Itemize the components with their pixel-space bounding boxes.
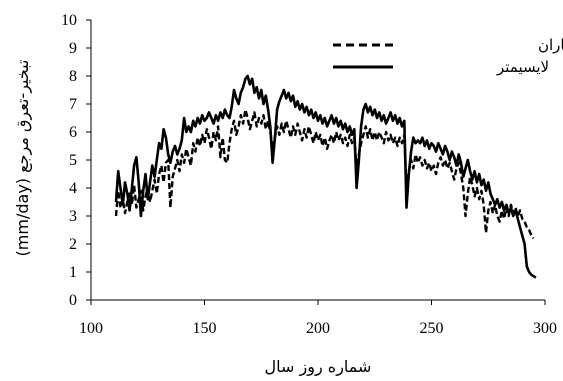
x-tick-label: 100 <box>79 320 103 337</box>
y-tick-label: 8 <box>69 68 77 85</box>
x-axis-ticks: 100 150 200 250 300 <box>79 300 557 337</box>
legend-label-analdel: آناندل و همکاران <box>538 36 563 54</box>
x-tick-label: 300 <box>533 320 557 337</box>
legend: آناندل و همکاران لایسیمتر <box>333 36 563 76</box>
y-tick-label: 10 <box>61 12 77 29</box>
y-tick-label: 7 <box>69 96 77 113</box>
y-tick-label: 5 <box>69 152 77 169</box>
y-tick-label: 4 <box>69 180 77 197</box>
x-tick-label: 150 <box>193 320 217 337</box>
y-axis-title: تبخیر-تعرق مرجع (mm/day) <box>13 60 33 257</box>
y-tick-label: 2 <box>69 236 77 253</box>
x-tick-label: 250 <box>420 320 444 337</box>
x-tick-label: 200 <box>306 320 330 337</box>
legend-label-lysimeter: لایسیمتر <box>496 58 549 76</box>
series-layer <box>116 76 536 278</box>
y-tick-label: 6 <box>69 124 77 141</box>
series-line-lysimeter <box>116 76 536 278</box>
y-tick-label: 9 <box>69 40 77 57</box>
y-tick-label: 0 <box>69 292 77 309</box>
y-tick-label: 3 <box>69 208 77 225</box>
x-axis-title: شماره روز سال <box>265 357 372 377</box>
plot-area: 100 150 200 250 300 0 1 2 3 4 5 6 7 8 9 10 <box>61 12 557 337</box>
y-tick-label: 1 <box>69 264 77 281</box>
y-axis-ticks: 0 1 2 3 4 5 6 7 8 9 10 <box>61 12 91 309</box>
